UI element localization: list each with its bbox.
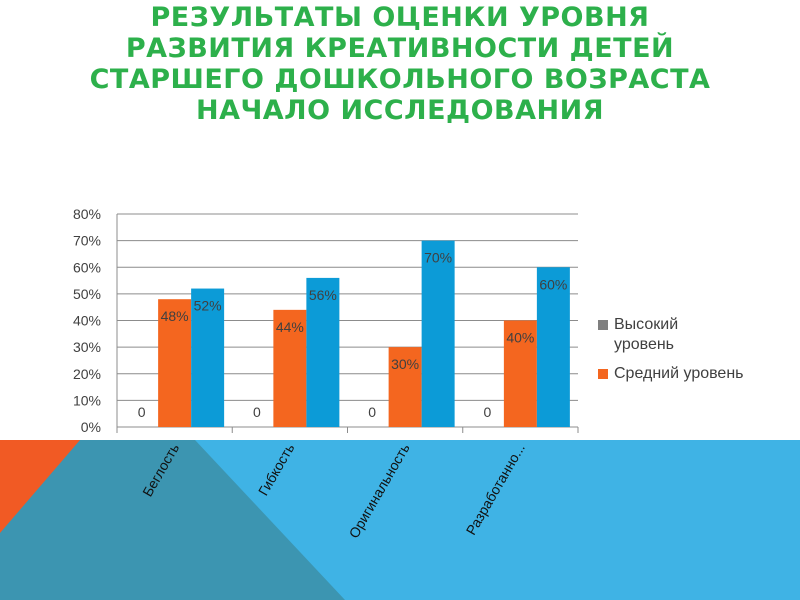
y-tick-label: 0% bbox=[81, 419, 101, 435]
title-line-1: РЕЗУЛЬТАТЫ ОЦЕНКИ УРОВНЯ bbox=[150, 2, 650, 33]
y-tick-label: 20% bbox=[73, 366, 101, 382]
y-tick-label: 80% bbox=[73, 206, 101, 222]
category-label: Оригинальность bbox=[346, 441, 413, 541]
y-tick-label: 50% bbox=[73, 286, 101, 302]
slide-title: РЕЗУЛЬТАТЫ ОЦЕНКИ УРОВНЯ РАЗВИТИЯ КРЕАТИ… bbox=[20, 2, 780, 126]
bar bbox=[158, 299, 192, 427]
bar bbox=[306, 277, 340, 427]
data-label: 0 bbox=[483, 404, 491, 420]
category-label: Разработанно... bbox=[463, 441, 528, 538]
title-line-4: НАЧАЛО ИССЛЕДОВАНИЯ bbox=[195, 95, 605, 126]
data-label: 44% bbox=[276, 319, 304, 335]
category-label: Беглость bbox=[139, 441, 182, 500]
data-label: 48% bbox=[161, 308, 189, 324]
category-label: Гибкость bbox=[255, 441, 298, 499]
y-tick-label: 60% bbox=[73, 259, 101, 275]
bar bbox=[421, 240, 455, 427]
y-tick-label: 10% bbox=[73, 392, 101, 408]
title-line-2: РАЗВИТИЯ КРЕАТИВНОСТИ ДЕТЕЙ bbox=[125, 33, 675, 64]
data-label: 30% bbox=[391, 356, 419, 372]
data-label: 0 bbox=[253, 404, 261, 420]
bar bbox=[388, 347, 422, 427]
bar bbox=[503, 320, 537, 427]
bar bbox=[191, 288, 225, 427]
bar bbox=[273, 309, 307, 427]
data-label: 56% bbox=[309, 287, 337, 303]
data-label: 52% bbox=[194, 298, 222, 314]
y-tick-label: 40% bbox=[73, 313, 101, 329]
legend-entry: Средний уровень bbox=[614, 365, 744, 382]
data-label: 60% bbox=[539, 276, 567, 292]
bar bbox=[536, 267, 570, 427]
legend-swatch bbox=[598, 320, 608, 330]
teal-triangle-shape bbox=[0, 440, 345, 600]
legend-swatch bbox=[598, 369, 608, 379]
data-label: 40% bbox=[506, 330, 534, 346]
data-label: 0 bbox=[368, 404, 376, 420]
title-line-3: СТАРШЕГО ДОШКОЛЬНОГО ВОЗРАСТА bbox=[89, 64, 711, 95]
data-label: 0 bbox=[138, 404, 146, 420]
y-tick-label: 70% bbox=[73, 233, 101, 249]
y-tick-label: 30% bbox=[73, 339, 101, 355]
data-label: 70% bbox=[424, 250, 452, 266]
legend-entry: Высокий уровень bbox=[614, 316, 678, 353]
